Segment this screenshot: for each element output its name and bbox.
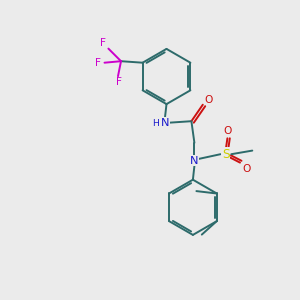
Text: O: O (204, 94, 212, 105)
Text: H: H (153, 119, 159, 128)
Text: N: N (190, 156, 199, 166)
Text: O: O (223, 126, 232, 136)
Text: N: N (161, 118, 169, 128)
Text: F: F (116, 77, 122, 87)
Text: F: F (95, 58, 101, 68)
Text: S: S (222, 148, 230, 161)
Text: F: F (100, 38, 106, 48)
Text: O: O (243, 164, 251, 174)
